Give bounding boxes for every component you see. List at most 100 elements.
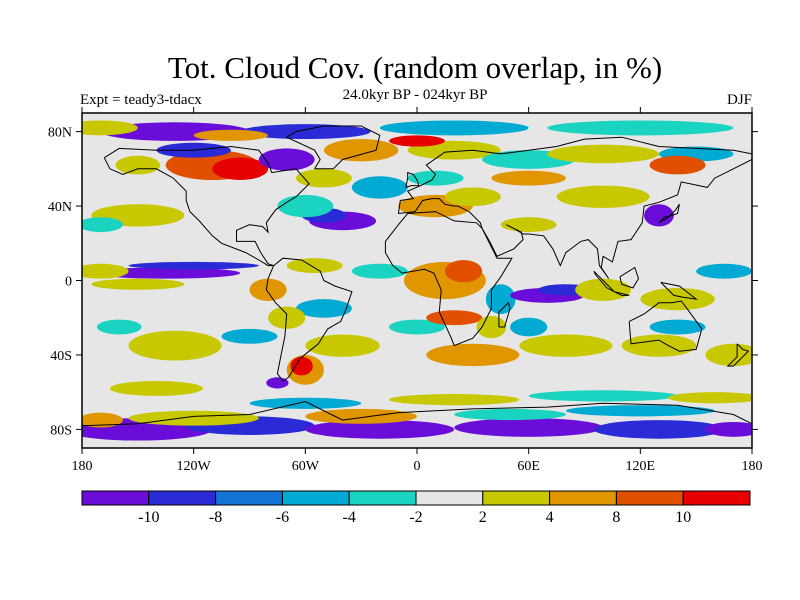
anomaly-region (290, 356, 313, 376)
colorbar-label: -2 (409, 509, 422, 526)
latitude-axis: 80N 40N 0 40S 80S (48, 126, 758, 438)
lat-tick-label: 0 (65, 275, 72, 290)
lat-tick-label: 80S (50, 423, 72, 438)
coastline (384, 211, 513, 347)
anomaly-region (444, 260, 483, 283)
colorbar-label: -4 (343, 509, 356, 526)
anomaly-region (82, 263, 129, 279)
lon-tick-label: 60E (517, 459, 540, 474)
anomaly-region (193, 129, 269, 141)
lat-tick-label: 40N (48, 200, 72, 215)
lon-tick-label: 60W (292, 459, 320, 474)
anomaly-region (115, 155, 161, 175)
anomaly-region (323, 139, 399, 162)
anomaly-region (696, 263, 752, 279)
anomaly-region (547, 120, 734, 136)
season-label: DJF (726, 92, 752, 108)
coastline (660, 281, 698, 300)
colorbar-swatch (682, 490, 751, 506)
anomaly-region (705, 421, 752, 437)
coastlines (82, 125, 752, 427)
coastline (593, 270, 615, 293)
map-title: Tot. Cloud Cov. (random overlap, in %) (167, 50, 663, 85)
colorbar: -10 -8 -6 -4 -2 2 4 8 10 (81, 490, 751, 526)
anomaly-region (82, 120, 138, 136)
anomaly-region (249, 278, 287, 301)
colorbar-swatch (81, 490, 150, 506)
anomaly-region (128, 330, 222, 361)
anomaly-region (389, 135, 445, 147)
anomaly-region (649, 319, 706, 335)
coastline (614, 291, 630, 296)
cloud-cover-anomaly-field (82, 120, 752, 441)
anomaly-region (221, 328, 278, 344)
coastline (285, 125, 381, 170)
anomaly-region (379, 120, 529, 136)
colorbar-label: 4 (546, 509, 554, 526)
colorbar-label: 10 (675, 509, 691, 526)
colorbar-label: 2 (479, 509, 487, 526)
anomaly-region (296, 168, 352, 188)
anomaly-region (258, 148, 315, 171)
colorbar-swatch (281, 490, 350, 506)
colorbar-label: -6 (276, 509, 289, 526)
anomaly-region (500, 217, 557, 233)
anomaly-region (519, 334, 613, 357)
anomaly-region (240, 124, 371, 140)
anomaly-region (575, 278, 632, 301)
lon-tick-label: 0 (414, 459, 421, 474)
map-subtitle: 24.0kyr BP - 024kyr BP (342, 87, 488, 103)
anomaly-region (266, 377, 289, 389)
lon-tick-label: 120W (177, 459, 212, 474)
colorbar-swatch (549, 490, 617, 506)
anomaly-region (705, 343, 752, 367)
anomaly-region (109, 381, 203, 396)
anomaly-region (510, 317, 548, 337)
anomaly-region (528, 390, 678, 402)
lon-tick-label: 120E (626, 459, 656, 474)
anomaly-region (644, 204, 674, 227)
lat-tick-label: 40S (50, 349, 72, 364)
anomaly-region (454, 418, 604, 437)
colorbar-label: -10 (138, 509, 159, 526)
anomaly-region (407, 170, 464, 186)
anomaly-region (621, 334, 697, 357)
anomaly-region (305, 408, 417, 424)
anomaly-region (91, 278, 185, 290)
anomaly-region (547, 144, 659, 164)
anomaly-region (212, 157, 269, 180)
colorbar-swatch (348, 490, 417, 506)
anomaly-region (82, 412, 123, 428)
colorbar-swatch (215, 490, 283, 506)
anomaly-region (593, 420, 725, 439)
anomaly-region (668, 392, 752, 404)
anomaly-region (491, 170, 566, 186)
anomaly-region (426, 343, 520, 367)
colorbar-label: -8 (209, 509, 222, 526)
anomaly-region (351, 263, 408, 279)
coastline (405, 171, 420, 188)
anomaly-region (305, 420, 455, 439)
anomaly-region (128, 410, 259, 426)
coastline (619, 266, 640, 289)
lon-tick-label: 180 (72, 459, 93, 474)
anomaly-region (82, 217, 123, 233)
anomaly-region (249, 397, 362, 409)
colorbar-swatch (615, 490, 684, 506)
anomaly-region (556, 185, 650, 208)
longitude-axis: 180 120W 60W 0 60E 120E 180 (72, 107, 763, 474)
anomaly-region (128, 261, 259, 270)
coastline (398, 159, 752, 279)
anomaly-region (649, 155, 706, 175)
anomaly-region (305, 334, 380, 357)
anomaly-region (389, 394, 520, 406)
anomaly-region (454, 408, 566, 421)
coastline (82, 400, 752, 427)
coastline (658, 203, 680, 224)
coastline (265, 257, 353, 382)
anomaly-region (426, 310, 483, 326)
coastline (726, 343, 750, 367)
anomaly-region (91, 267, 241, 279)
colorbar-swatch (148, 490, 217, 506)
